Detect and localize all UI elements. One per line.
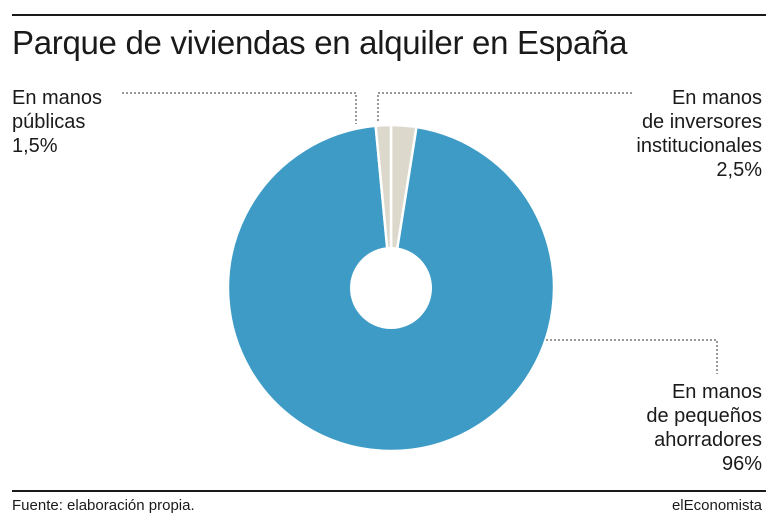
label-small-value: 96% (721, 453, 762, 475)
label-small-line1: En manos (671, 381, 762, 403)
chart-title: Parque de viviendas en alquiler en Españ… (12, 24, 628, 61)
leader-line-public (122, 92, 357, 124)
source-note: Fuente: elaboración propia. (12, 497, 195, 514)
label-small-line2: de pequeños (646, 405, 762, 427)
label-public-line2: públicas (12, 111, 86, 133)
label-institutional: En manos de inversores institucionales 2… (636, 86, 762, 182)
bottom-rule (12, 490, 766, 492)
label-institutional-line1: En manos (671, 87, 762, 109)
label-institutional-line3: institucionales (636, 135, 762, 157)
label-public: En manos públicas 1,5% (12, 86, 102, 158)
label-small-savers: En manos de pequeños ahorradores 96% (646, 380, 762, 476)
leader-line-small (546, 339, 718, 374)
label-public-line1: En manos (12, 87, 103, 109)
leader-line-institutional (377, 92, 632, 122)
label-institutional-line2: de inversores (641, 111, 762, 133)
label-institutional-value: 2,5% (716, 159, 762, 181)
top-rule (12, 14, 766, 16)
label-public-value: 1,5% (12, 135, 58, 157)
pie-hole (350, 247, 432, 329)
brand-logo: elEconomista (671, 497, 762, 514)
label-small-line3: ahorradores (654, 429, 762, 451)
